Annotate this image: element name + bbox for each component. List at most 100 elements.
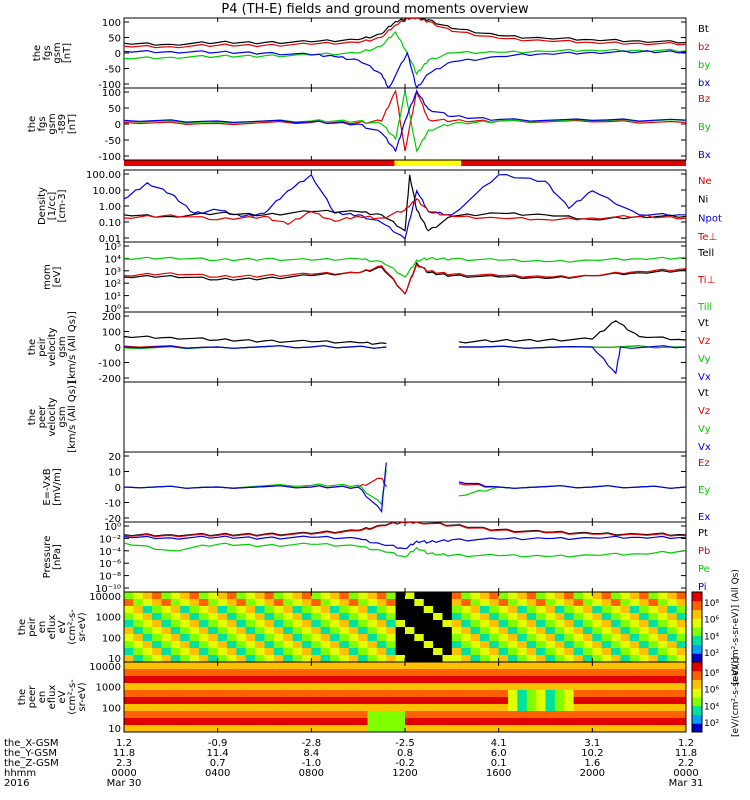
heatmap-cell	[564, 669, 575, 677]
heatmap-cell	[292, 606, 303, 614]
heatmap-cell	[376, 606, 387, 614]
heatmap-cell	[564, 655, 575, 663]
heatmap-cell	[245, 662, 256, 670]
heatmap-cell	[264, 725, 275, 733]
ytick-label: 0	[115, 343, 121, 354]
heatmap-cell	[301, 648, 312, 656]
heatmap-cell	[301, 613, 312, 621]
heatmap-cell	[564, 711, 575, 719]
heatmap-cell	[601, 634, 612, 642]
heatmap-cell	[367, 655, 378, 663]
heatmap-cell	[330, 662, 340, 670]
heatmap-cell	[461, 718, 472, 726]
xaxis-value: 0400	[205, 768, 230, 779]
heatmap-cell	[479, 711, 490, 719]
heatmap-cell	[611, 634, 621, 642]
heatmap-cell	[339, 620, 350, 628]
ylabel-line: the	[27, 409, 38, 425]
heatmap-cell	[292, 725, 303, 733]
heatmap-cell	[208, 620, 219, 628]
heatmap-cell	[301, 697, 312, 705]
ytick-label: 10	[108, 654, 121, 665]
heatmap-cell	[124, 613, 134, 621]
heatmap-cell	[536, 718, 546, 726]
heatmap-cell	[152, 627, 162, 635]
ylabel-line: the	[27, 116, 38, 132]
heatmap-cell	[236, 599, 247, 607]
heatmap-cell	[170, 718, 181, 726]
heatmap-cell	[611, 704, 621, 712]
heatmap-cell	[180, 627, 191, 635]
heatmap-cell	[180, 676, 191, 684]
heatmap-cell	[198, 690, 209, 698]
heatmap-cell	[536, 641, 546, 649]
heatmap-cell	[330, 627, 340, 635]
heatmap-cell	[311, 676, 322, 684]
panel-velocity-peer: the peer velocity gsm [km/s (All Qs)] Vt Vz Vy V…	[27, 381, 711, 453]
heatmap-cell	[339, 627, 350, 635]
heatmap-cell	[152, 690, 162, 698]
heatmap-cell	[367, 648, 378, 656]
heatmap-cell	[358, 655, 369, 663]
heatmap-cell	[629, 669, 640, 677]
heatmap-cell	[273, 669, 284, 677]
heatmap-cell	[152, 620, 162, 628]
heatmap-cell	[648, 599, 659, 607]
heatmap-cell	[629, 676, 640, 684]
heatmap-cell	[582, 662, 593, 670]
heatmap-cell	[161, 655, 172, 663]
xaxis-value: 2.2	[678, 758, 694, 769]
heatmap-cell	[517, 620, 528, 628]
heatmap-cell	[573, 606, 584, 614]
heatmap-cell	[301, 669, 312, 677]
xaxis-value: -2.5	[395, 738, 415, 749]
heatmap-cell	[554, 634, 565, 642]
heatmap-cell	[227, 641, 237, 649]
ylabel-line: [nT]	[67, 114, 78, 134]
series-Vx	[123, 345, 687, 375]
heatmap-cell	[358, 599, 369, 607]
heatmap-cell	[283, 606, 294, 614]
heatmap-cell	[498, 655, 509, 663]
heatmap-cell	[367, 606, 378, 614]
heatmap-cell	[676, 613, 687, 621]
heatmap-cell	[180, 641, 191, 649]
heatmap-cell	[442, 627, 453, 635]
heatmap-cell	[564, 613, 575, 621]
series-Pe	[123, 542, 687, 558]
heatmap-cell	[676, 697, 687, 705]
heatmap-cell	[582, 690, 593, 698]
heatmap-cell	[395, 697, 406, 705]
heatmap-cell	[142, 690, 153, 698]
heatmap-cell	[198, 711, 209, 719]
heatmap-cell	[405, 634, 415, 642]
heatmap-cell	[142, 613, 153, 621]
heatmap-cell	[629, 655, 640, 663]
panel-density: Density [1/cc] [cm-3] 100.00 10.00 1.00 0.10 0.…	[37, 169, 722, 245]
heatmap-cell	[264, 676, 275, 684]
heatmap-cell	[405, 655, 415, 663]
heatmap-cell	[639, 725, 650, 733]
panel-peer-eflux: the peer en eflux eV (cm²-s-sr-eV)10000 1000 10…	[17, 657, 741, 737]
heatmap-cell	[536, 711, 546, 719]
heatmap-cell	[639, 676, 650, 684]
ytick-label: 100	[102, 703, 121, 714]
heatmap-cell	[573, 704, 584, 712]
heatmap-cell	[498, 725, 509, 733]
heatmap-cell	[236, 592, 247, 600]
xaxis-value: Mar 30	[107, 778, 142, 789]
heatmap-cell	[573, 718, 584, 726]
heatmap-cell	[292, 599, 303, 607]
heatmap-cell	[676, 718, 687, 726]
heatmap-cell	[639, 620, 650, 628]
heatmap-cell	[292, 634, 303, 642]
heatmap-cell	[536, 606, 546, 614]
ytick-label: 10³	[104, 267, 121, 278]
heatmap-cell	[620, 599, 631, 607]
heatmap-cell	[517, 690, 528, 698]
heatmap-cell	[517, 641, 528, 649]
heatmap-cell	[657, 718, 668, 726]
heatmap-cell	[433, 718, 443, 726]
heatmap-cell	[152, 669, 162, 677]
heatmap-cell	[320, 725, 331, 733]
